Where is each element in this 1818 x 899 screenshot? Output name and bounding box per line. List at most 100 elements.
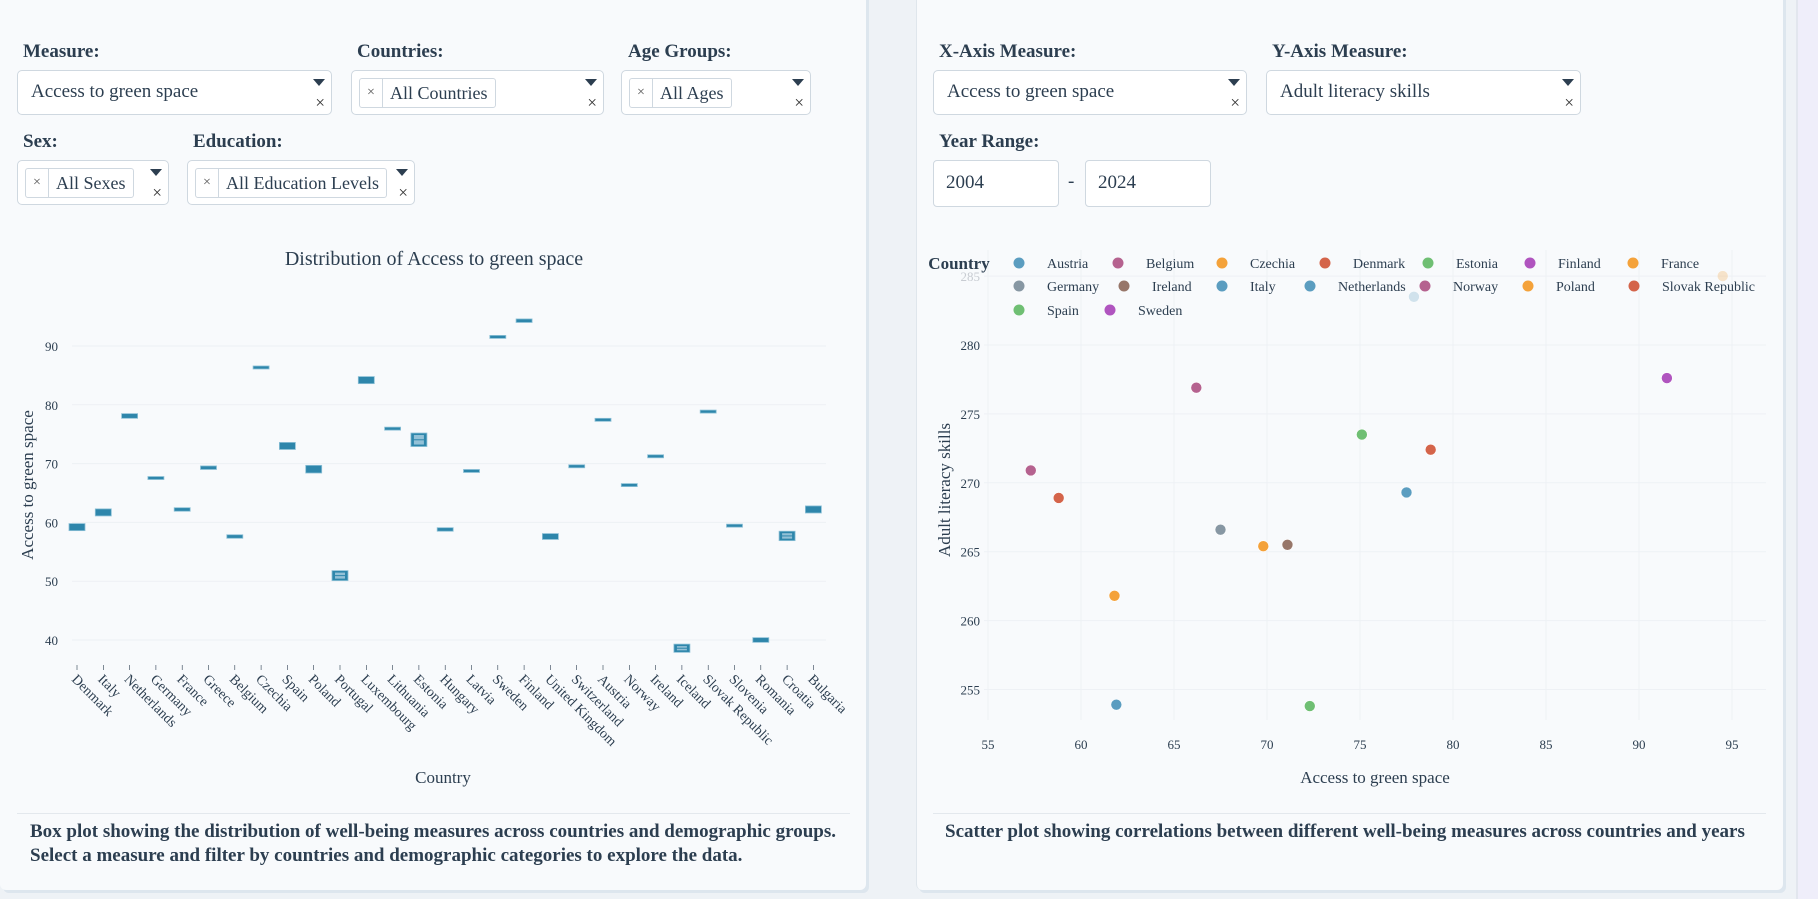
legend-label: Estonia — [1456, 257, 1499, 272]
legend-label: Norway — [1453, 280, 1498, 295]
legend-label: Finland — [1558, 257, 1601, 272]
dropdown-caret-icon[interactable] — [792, 79, 804, 86]
box-rect — [200, 465, 217, 470]
dropdown-caret-icon[interactable] — [313, 79, 325, 86]
box-italy — [94, 508, 112, 517]
scatter-plot-chart: 255 260 265 270 275 280 285 55 60 65 70 75 80 85 90 95… — [928, 250, 1766, 787]
chart-title: Distribution of Access to green space — [285, 248, 583, 270]
box-rect — [568, 464, 586, 469]
clear-icon[interactable]: × — [152, 183, 162, 202]
box-rect — [305, 464, 323, 474]
dropdown-caret-icon[interactable] — [1562, 79, 1574, 86]
y-tick-label: 275 — [961, 407, 981, 422]
legend-item-slovak-republic[interactable]: Slovak Republic — [1628, 280, 1755, 295]
point-france — [1716, 270, 1729, 282]
clear-icon[interactable]: × — [794, 93, 804, 112]
y-measure-select[interactable]: Adult literacy skills × — [1266, 70, 1581, 115]
legend-item-sweden[interactable]: Sweden — [1104, 304, 1183, 319]
legend-item-netherlands[interactable]: Netherlands — [1304, 280, 1406, 295]
legend-item-germany[interactable]: Germany — [1013, 280, 1100, 295]
legend-item-denmark[interactable]: Denmark — [1319, 257, 1406, 272]
legend-item-finland[interactable]: Finland — [1524, 257, 1601, 272]
legend-item-estonia[interactable]: Estonia — [1422, 257, 1499, 272]
y-axis-title: Adult literacy skills — [935, 423, 954, 557]
chip-remove-icon[interactable]: × — [26, 169, 49, 197]
legend-label: Czechia — [1250, 257, 1296, 272]
dropdown-caret-icon[interactable] — [150, 169, 162, 176]
box-rect — [726, 523, 743, 528]
education-select[interactable]: × All Education Levels × — [187, 160, 415, 205]
chip-label: All Countries — [390, 82, 488, 103]
clear-icon[interactable]: × — [587, 93, 597, 112]
chip-remove-icon[interactable]: × — [630, 79, 653, 107]
clear-icon[interactable]: × — [398, 183, 408, 202]
legend-label: Germany — [1047, 280, 1099, 295]
legend-item-czechia[interactable]: Czechia — [1216, 257, 1296, 272]
age-groups-chip: × All Ages — [629, 78, 732, 108]
age-groups-select[interactable]: × All Ages × — [621, 70, 811, 115]
education-chip: × All Education Levels — [195, 168, 387, 198]
dropdown-caret-icon[interactable] — [1228, 79, 1240, 86]
box-bulgaria — [805, 505, 822, 514]
x-tick-label: 60 — [1075, 737, 1088, 752]
measure-select[interactable]: Access to green space × — [17, 70, 332, 115]
year-from-input[interactable]: 2004 — [933, 160, 1059, 207]
box-hungary — [436, 527, 454, 532]
box-norway — [620, 483, 638, 487]
legend-item-belgium[interactable]: Belgium — [1112, 257, 1195, 272]
box-latvia — [463, 469, 480, 473]
legend-item-italy[interactable]: Italy — [1216, 280, 1276, 295]
box-rect — [647, 454, 664, 459]
clear-icon[interactable]: × — [1564, 93, 1574, 112]
legend-marker — [1422, 257, 1434, 269]
chip-remove-icon[interactable]: × — [196, 169, 219, 197]
legend-item-france[interactable]: France — [1627, 257, 1700, 272]
dropdown-caret-icon[interactable] — [396, 169, 408, 176]
legend-marker — [1522, 280, 1534, 292]
y-measure-label: Y-Axis Measure: — [1272, 41, 1408, 62]
point-ireland — [1281, 539, 1294, 551]
y-tick-label: 80 — [45, 398, 58, 413]
clear-icon[interactable]: × — [315, 93, 325, 112]
box-rect — [384, 426, 402, 431]
box-iceland — [673, 643, 691, 653]
legend-item-norway[interactable]: Norway — [1419, 280, 1499, 295]
sex-select[interactable]: × All Sexes × — [17, 160, 169, 205]
education-label: Education: — [193, 131, 283, 152]
box-plot-caption: Box plot showing the distribution of wel… — [30, 821, 836, 866]
box-netherlands — [121, 413, 138, 419]
dropdown-caret-icon[interactable] — [585, 79, 597, 86]
x-measure-select[interactable]: Access to green space × — [933, 70, 1247, 115]
box-rect — [173, 507, 191, 512]
y-tick-label: 285 — [961, 269, 981, 284]
legend-item-poland[interactable]: Poland — [1522, 280, 1595, 295]
box-upper-quartile — [335, 572, 345, 576]
year-to-input[interactable]: 2024 — [1085, 160, 1211, 207]
box-rect — [278, 442, 296, 450]
legend-item-spain[interactable]: Spain — [1013, 304, 1079, 319]
legend-marker — [1419, 280, 1431, 292]
clear-icon[interactable]: × — [1230, 93, 1240, 112]
box-estonia — [410, 432, 428, 447]
box-upper-quartile — [676, 646, 687, 648]
chip-remove-icon[interactable]: × — [360, 79, 383, 107]
box-rect — [515, 318, 533, 323]
box-slovak-republic — [699, 409, 717, 414]
caption-divider — [933, 813, 1766, 814]
box-luxembourg — [357, 376, 375, 385]
y-tick-label: 60 — [45, 515, 58, 530]
point-poland — [1257, 540, 1270, 552]
countries-label: Countries: — [357, 41, 444, 62]
box-lower-quartile — [413, 440, 424, 445]
y-tick-label: 265 — [961, 545, 981, 560]
x-tick-label: 90 — [1633, 737, 1646, 752]
point-italy — [1408, 290, 1420, 303]
y-axis-title: Access to green space — [18, 410, 37, 560]
legend-item-ireland[interactable]: Ireland — [1118, 280, 1192, 295]
y-measure-value: Adult literacy skills — [1280, 81, 1430, 102]
legend-item-austria[interactable]: Austria — [1013, 257, 1090, 272]
legend-title: Country — [928, 254, 990, 273]
y-tick-label: 255 — [961, 683, 981, 698]
box-finland — [515, 318, 533, 323]
countries-select[interactable]: × All Countries × — [351, 70, 604, 115]
